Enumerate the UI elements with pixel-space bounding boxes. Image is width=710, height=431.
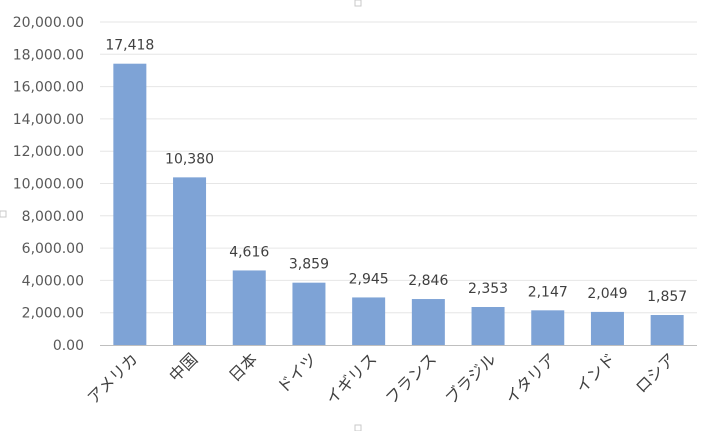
- data-label: 1,857: [647, 289, 687, 305]
- category-label: アメリカ: [84, 349, 142, 407]
- category-label: イギリス: [322, 349, 381, 408]
- data-label: 3,859: [289, 257, 329, 273]
- category-label: インド: [572, 349, 619, 396]
- bar: [531, 310, 565, 345]
- data-labels: 17,418 10,380 4,616 3,859 2,945 2,846 2,353 2,1…: [105, 38, 687, 305]
- selection-handle[interactable]: [354, 424, 362, 431]
- y-tick-label: 12,000.00: [13, 144, 84, 160]
- y-tick-label: 8,000.00: [22, 209, 84, 225]
- bar: [173, 177, 207, 345]
- data-label: 4,616: [229, 244, 269, 260]
- bar: [352, 297, 386, 345]
- y-tick-label: 16,000.00: [13, 80, 84, 96]
- data-label: 2,147: [528, 284, 568, 300]
- data-label: 2,846: [408, 273, 448, 289]
- data-label: 2,353: [468, 281, 508, 297]
- selection-handle[interactable]: [354, 0, 362, 7]
- y-tick-label: 4,000.00: [22, 273, 84, 289]
- y-tick-label: 14,000.00: [13, 112, 84, 128]
- category-label: イタリア: [501, 349, 559, 407]
- chart-selection-handles: [0, 0, 362, 431]
- y-tick-label: 2,000.00: [22, 306, 84, 322]
- data-label: 2,945: [349, 271, 389, 287]
- y-tick-label: 10,000.00: [13, 177, 84, 193]
- bar: [411, 299, 445, 345]
- category-label: 中国: [165, 349, 201, 385]
- data-label: 2,049: [587, 286, 627, 302]
- category-label: ドイツ: [273, 349, 320, 396]
- data-label: 10,380: [165, 151, 214, 167]
- y-axis-tick-labels: 0.00 2,000.00 4,000.00 6,000.00 8,000.00 10,0…: [13, 15, 84, 354]
- bar: [292, 282, 326, 345]
- bar: [471, 306, 505, 345]
- y-tick-label: 6,000.00: [22, 241, 84, 257]
- y-tick-label: 0.00: [53, 338, 84, 354]
- category-label: フランス: [382, 349, 440, 407]
- y-tick-label: 20,000.00: [13, 15, 84, 31]
- bars: [113, 63, 684, 345]
- bar: [590, 311, 624, 345]
- category-label: ブラジル: [441, 349, 499, 407]
- data-label: 17,418: [105, 38, 154, 54]
- bar: [113, 63, 147, 345]
- category-label: ロシア: [632, 349, 679, 396]
- bar: [232, 270, 266, 345]
- bar: [650, 315, 684, 345]
- category-labels: アメリカ 中国 日本 ドイツ イギリス フランス ブラジル イタリア インド ロシア: [84, 349, 679, 408]
- y-tick-label: 18,000.00: [13, 47, 84, 63]
- selection-handle[interactable]: [0, 210, 7, 218]
- category-label: 日本: [225, 349, 261, 385]
